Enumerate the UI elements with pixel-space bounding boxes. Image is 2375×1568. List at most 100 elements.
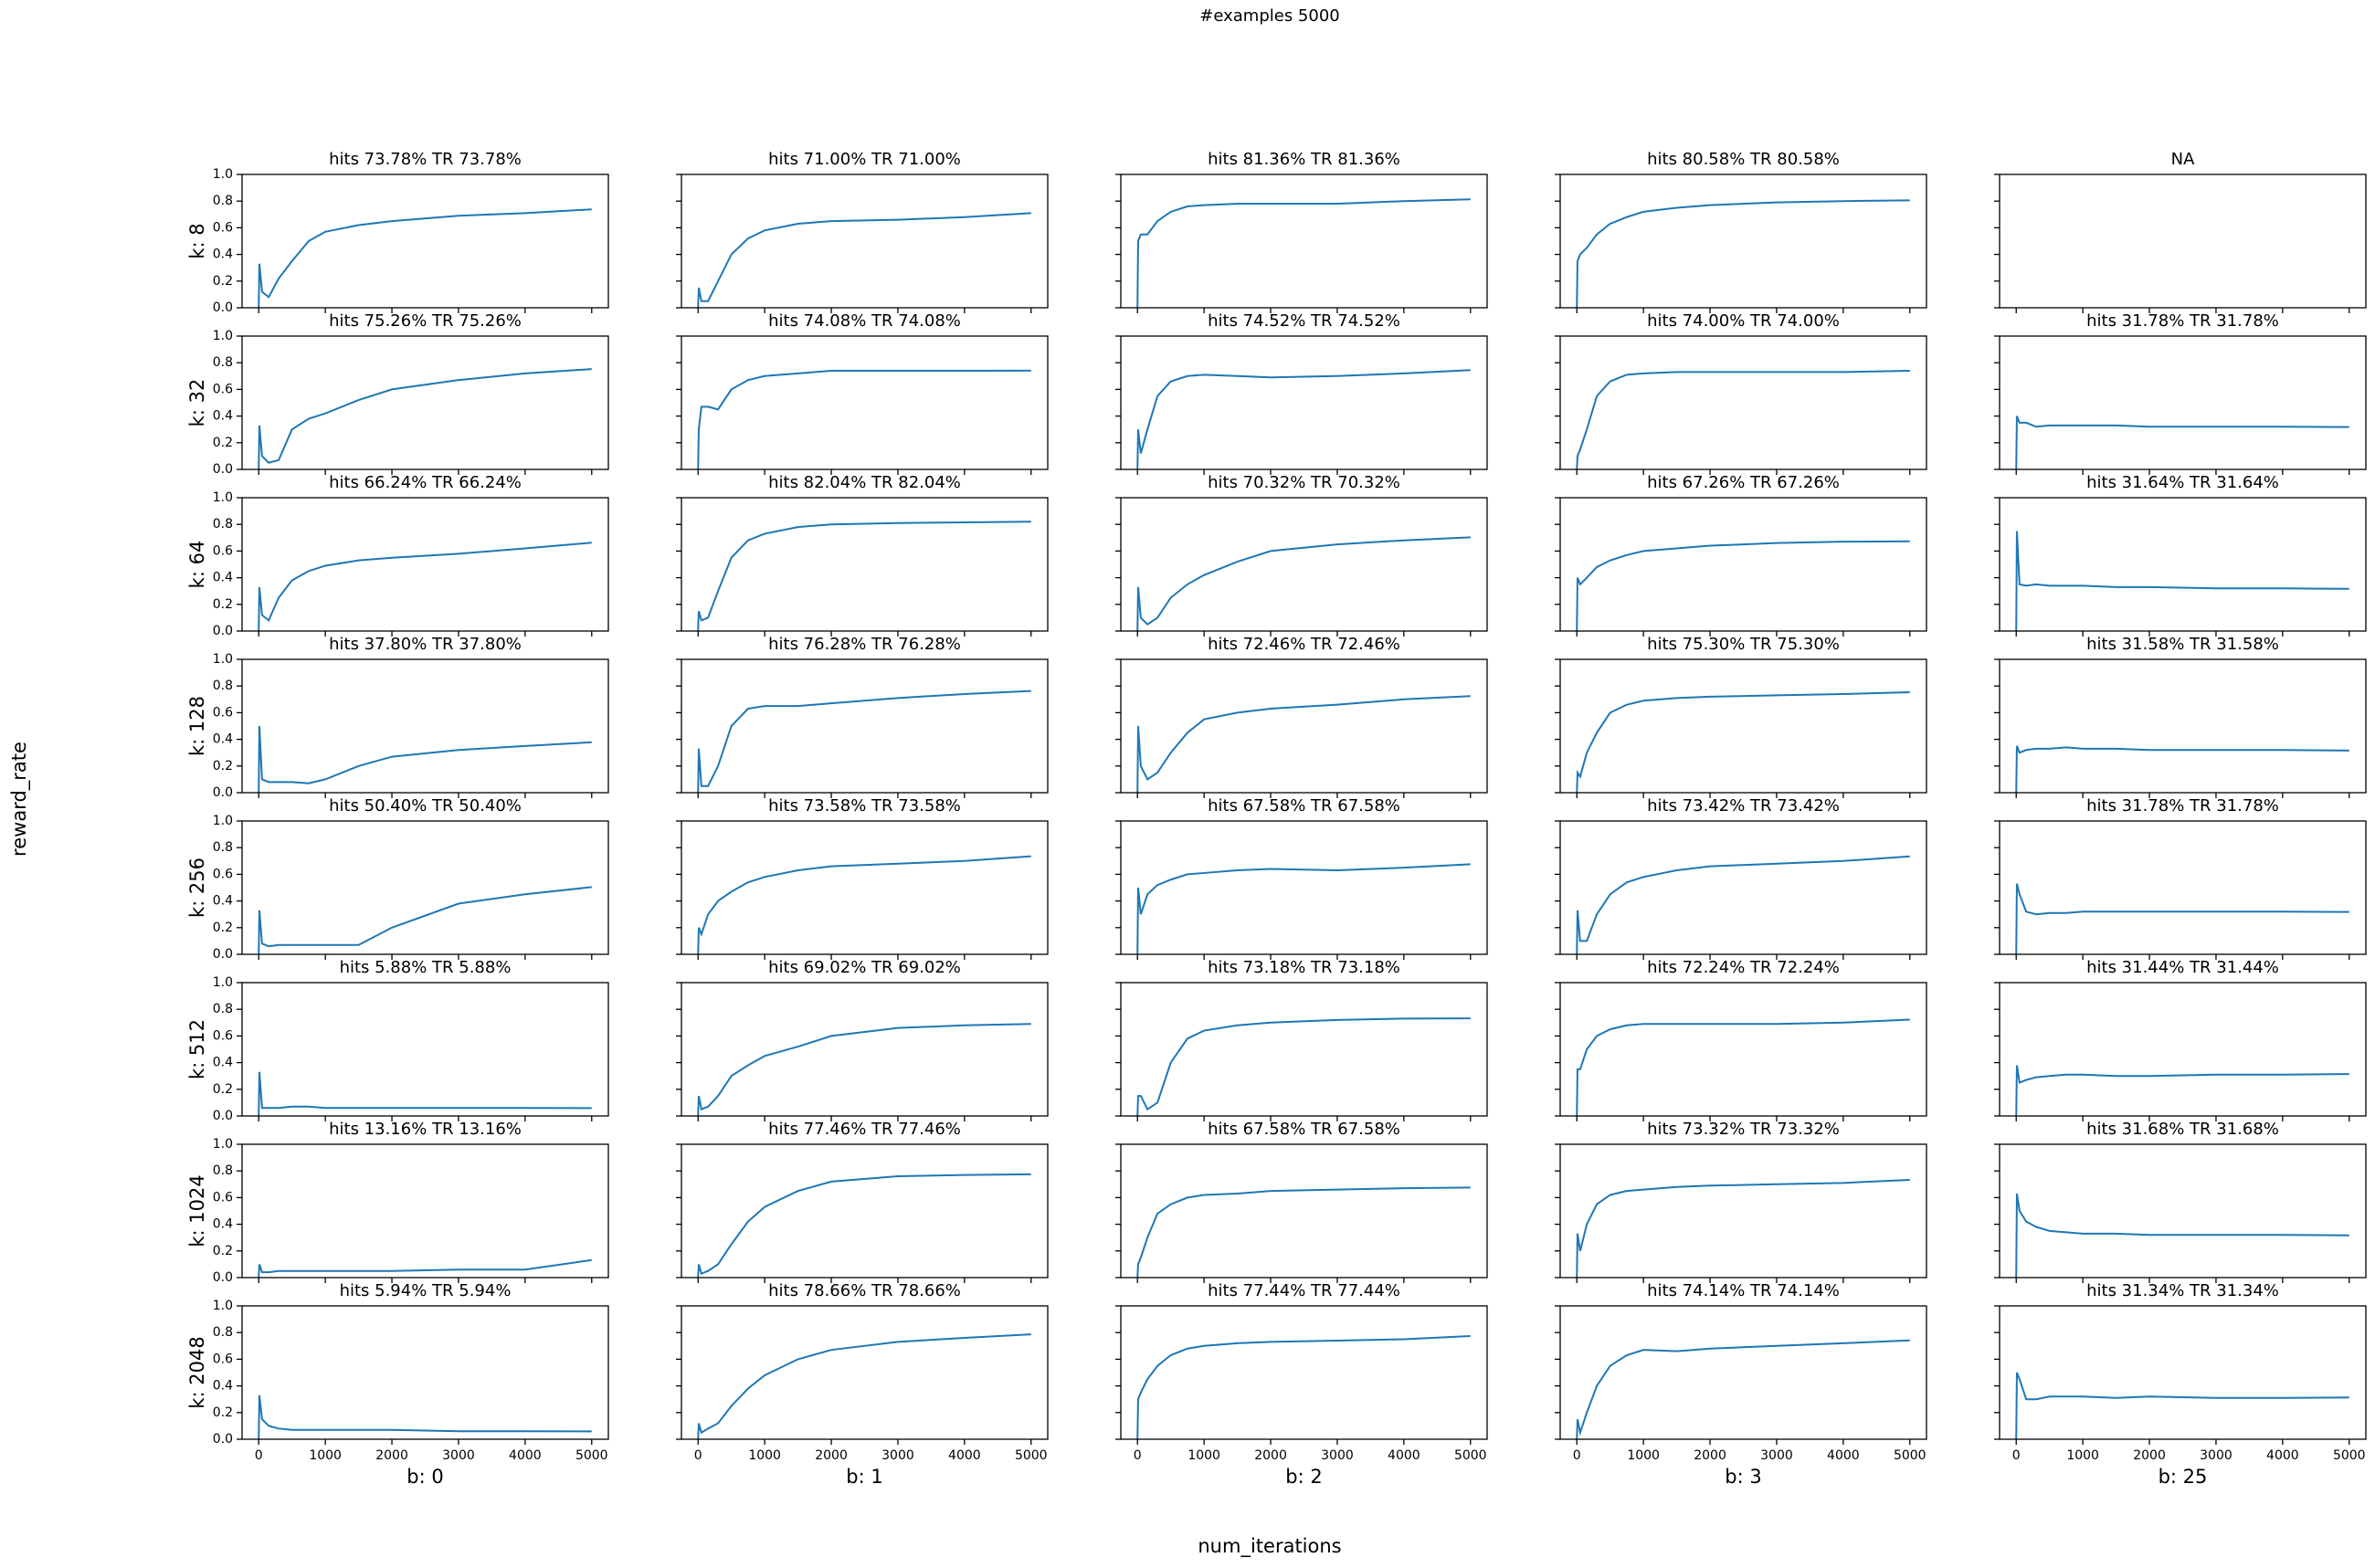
x-tick-label: 3000 bbox=[1760, 1448, 1793, 1463]
y-tick-label: 1.0 bbox=[213, 490, 233, 505]
data-line bbox=[258, 886, 592, 955]
data-line bbox=[258, 542, 592, 632]
x-tick-label: 3000 bbox=[2200, 1448, 2232, 1463]
x-tick-label: 0 bbox=[2012, 1448, 2021, 1463]
column-label: b: 0 bbox=[406, 1466, 443, 1488]
axes-frame bbox=[1559, 174, 1927, 309]
x-tick-label: 0 bbox=[1134, 1448, 1142, 1463]
data-line bbox=[697, 521, 1031, 632]
data-line bbox=[258, 1394, 592, 1440]
axes-frame bbox=[1120, 820, 1488, 955]
figure-x-label: num_iterations bbox=[1198, 1535, 1341, 1558]
subplot-title: hits 72.24% TR 72.24% bbox=[1647, 958, 1840, 977]
y-tick-label: 0.2 bbox=[213, 1244, 233, 1258]
data-line bbox=[697, 212, 1031, 309]
axes-frame bbox=[1559, 658, 1927, 794]
x-tick-label: 0 bbox=[694, 1448, 702, 1463]
data-line bbox=[1576, 369, 1910, 470]
data-line bbox=[2015, 1193, 2349, 1279]
data-line bbox=[697, 1333, 1031, 1440]
row-label: k: 256 bbox=[186, 858, 208, 918]
subplot-title: hits 75.30% TR 75.30% bbox=[1647, 635, 1840, 654]
y-tick-label: 0.4 bbox=[213, 247, 233, 262]
subplot-title: hits 5.94% TR 5.94% bbox=[340, 1281, 512, 1300]
y-tick-label: 0.8 bbox=[213, 1325, 233, 1340]
subplot-title: hits 73.78% TR 73.78% bbox=[329, 150, 522, 169]
column-label: b: 25 bbox=[2159, 1466, 2208, 1488]
axes-frame bbox=[1999, 174, 2367, 309]
axes-frame bbox=[1999, 335, 2367, 470]
x-tick-label: 4000 bbox=[1388, 1448, 1420, 1463]
data-line bbox=[2015, 1372, 2349, 1440]
x-tick-label: 0 bbox=[1573, 1448, 1581, 1463]
subplot-title: hits 76.28% TR 76.28% bbox=[768, 635, 961, 654]
subplot-title: hits 66.24% TR 66.24% bbox=[329, 473, 522, 492]
y-tick-label: 0.2 bbox=[213, 1405, 233, 1420]
axes-frame bbox=[1120, 335, 1488, 470]
y-tick-label: 0.0 bbox=[213, 1109, 233, 1123]
axes-frame bbox=[1120, 1143, 1488, 1279]
y-tick-label: 0.6 bbox=[213, 543, 233, 558]
subplot-title: hits 50.40% TR 50.40% bbox=[329, 796, 522, 816]
data-line bbox=[258, 208, 592, 309]
y-tick-label: 0.2 bbox=[213, 759, 233, 773]
axes-frame bbox=[1559, 820, 1927, 955]
subplot-title: hits 74.00% TR 74.00% bbox=[1647, 311, 1840, 331]
y-tick-label: 0.2 bbox=[213, 274, 233, 289]
figure-y-label: reward_rate bbox=[8, 742, 31, 857]
y-tick-label: 0.8 bbox=[213, 355, 233, 370]
data-line bbox=[258, 725, 592, 794]
axes-frame bbox=[241, 658, 609, 794]
y-tick-label: 0.8 bbox=[213, 1002, 233, 1016]
subplot-title: hits 73.18% TR 73.18% bbox=[1208, 958, 1400, 977]
axes-frame bbox=[1999, 497, 2367, 632]
axes-frame bbox=[681, 335, 1049, 470]
data-line bbox=[697, 1023, 1031, 1117]
subplot-title: hits 70.32% TR 70.32% bbox=[1208, 473, 1400, 492]
x-tick-label: 2000 bbox=[2133, 1448, 2166, 1463]
y-tick-label: 0.0 bbox=[213, 300, 233, 315]
axes-frame bbox=[241, 820, 609, 955]
subplot-title: hits 81.36% TR 81.36% bbox=[1208, 150, 1400, 169]
y-tick-label: 0.2 bbox=[213, 921, 233, 935]
data-line bbox=[697, 369, 1031, 470]
y-tick-label: 0.4 bbox=[213, 894, 233, 909]
x-tick-label: 1000 bbox=[748, 1448, 781, 1463]
subplot-title: hits 5.88% TR 5.88% bbox=[340, 958, 512, 977]
subplot-title: hits 74.08% TR 74.08% bbox=[768, 311, 961, 331]
axes-frame bbox=[1999, 658, 2367, 794]
x-tick-label: 2000 bbox=[1694, 1448, 1726, 1463]
data-line bbox=[2015, 745, 2349, 794]
data-line bbox=[1136, 198, 1471, 309]
y-tick-label: 0.0 bbox=[213, 785, 233, 800]
x-tick-label: 1000 bbox=[1627, 1448, 1660, 1463]
axes-frame bbox=[1120, 1305, 1488, 1440]
axes-frame bbox=[241, 335, 609, 470]
y-tick-label: 0.8 bbox=[213, 1163, 233, 1178]
y-tick-label: 0.2 bbox=[213, 1082, 233, 1097]
y-tick-label: 1.0 bbox=[213, 975, 233, 990]
row-label: k: 8 bbox=[186, 223, 208, 258]
y-tick-label: 0.6 bbox=[213, 867, 233, 881]
row-label: k: 64 bbox=[186, 541, 208, 589]
y-tick-label: 0.6 bbox=[213, 220, 233, 235]
subplot-title: hits 71.00% TR 71.00% bbox=[768, 150, 961, 169]
data-line bbox=[1136, 1334, 1471, 1440]
column-label: b: 1 bbox=[846, 1466, 882, 1488]
subplot-title: hits 67.58% TR 67.58% bbox=[1208, 796, 1400, 816]
data-line bbox=[258, 1258, 592, 1279]
axes-frame bbox=[241, 1305, 609, 1440]
axes-frame bbox=[681, 174, 1049, 309]
subplot-title: hits 31.78% TR 31.78% bbox=[2086, 796, 2279, 816]
subplot-title: hits 13.16% TR 13.16% bbox=[329, 1120, 522, 1139]
y-tick-label: 0.0 bbox=[213, 1270, 233, 1285]
axes-frame bbox=[1999, 1143, 2367, 1279]
subplot-title: hits 77.46% TR 77.46% bbox=[768, 1120, 961, 1139]
data-line bbox=[697, 1173, 1031, 1279]
data-line bbox=[1576, 199, 1910, 309]
row-label: k: 128 bbox=[186, 696, 208, 756]
axes-frame bbox=[1120, 174, 1488, 309]
x-tick-label: 5000 bbox=[1015, 1448, 1048, 1463]
y-tick-label: 0.4 bbox=[213, 732, 233, 747]
axes-frame bbox=[1120, 497, 1488, 632]
